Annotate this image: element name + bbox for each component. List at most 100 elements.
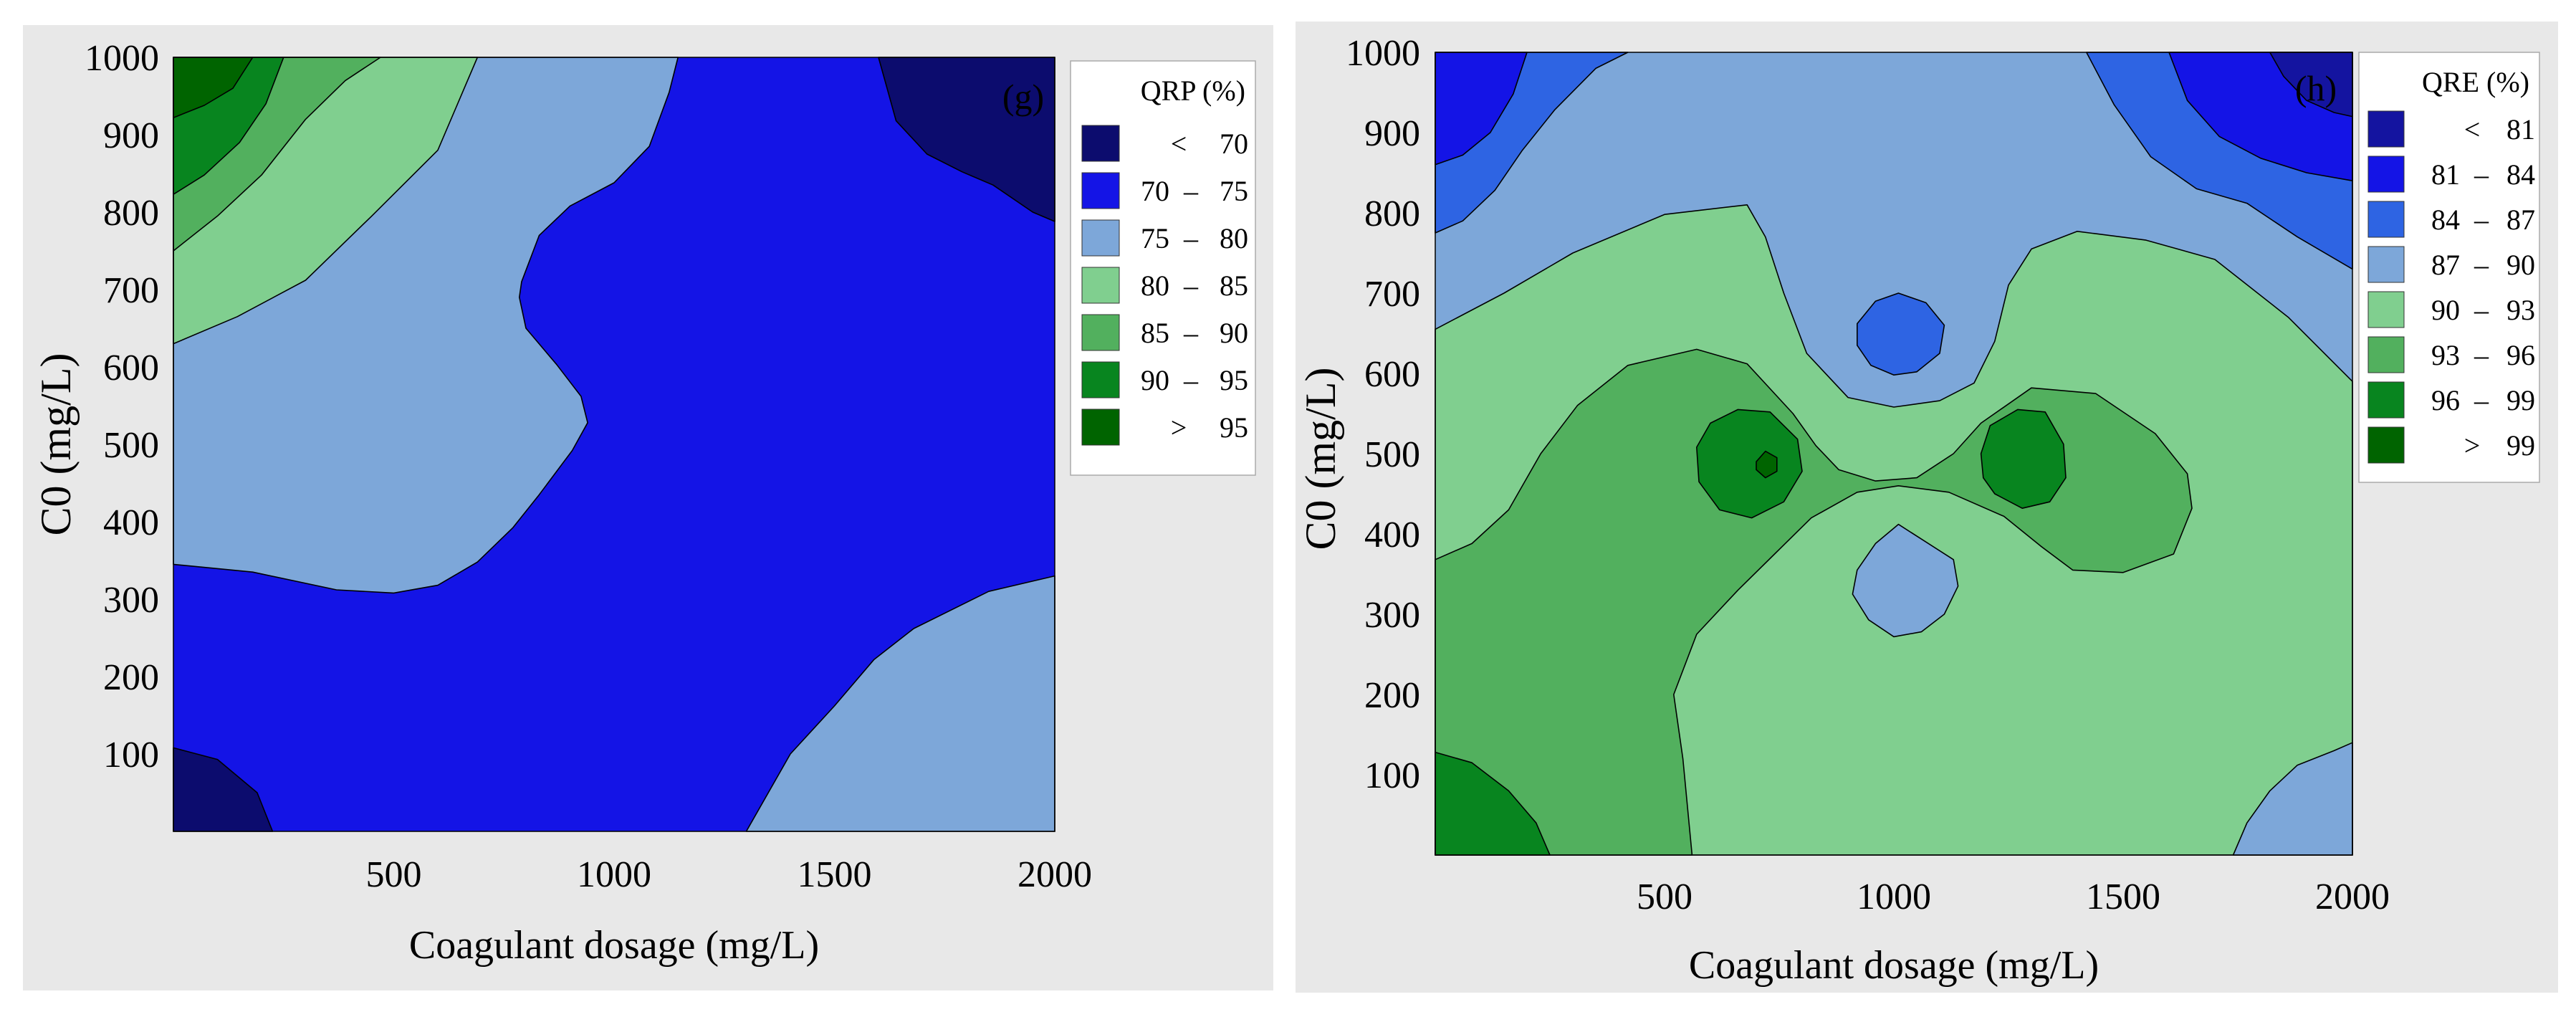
contour-region-h-6 [1756,450,1778,479]
legend-dash-4: – [1183,317,1199,349]
y-tick-label-800: 800 [1364,194,1420,234]
y-tick-label-800: 800 [103,193,159,234]
legend-low-5: 90 [1141,364,1169,396]
y-tick-label-600: 600 [103,348,159,388]
legend-swatch-2 [2367,201,2405,238]
legend-low-2: 75 [1141,222,1169,254]
y-tick-label-1000: 1000 [1346,33,1420,74]
legend-high-3: 90 [2506,249,2535,281]
panel-h-x-ticks: 500 1000 1500 2000 [1637,877,2390,917]
panel-h-label: (h) [2295,68,2337,108]
y-tick-label-500: 500 [103,425,159,466]
legend-swatch-5 [1081,361,1120,398]
legend-high-4: 90 [1220,317,1248,349]
legend-dash-5: – [1183,364,1199,396]
panel-h-contour-regions [1435,52,2353,856]
legend-dash-2: – [2474,204,2489,236]
legend-symbol-6: > [1171,411,1187,444]
legend-dash-1: – [2474,158,2489,191]
panel-h-legend: QRE (%) <8181–8484–8787–9090–9393–9696–9… [2358,52,2540,483]
contour-region-h-4 [1857,292,1945,376]
legend-swatch-4 [1081,314,1120,351]
panel-g-x-axis-label: Coagulant dosage (mg/L) [409,923,819,968]
legend-high-1: 75 [1220,175,1248,207]
legend-high-7: 99 [2506,429,2535,462]
y-tick-label-700: 700 [1364,274,1420,315]
x-tick-label-1000: 1000 [577,854,651,895]
legend-dash-5: – [2474,339,2489,371]
legend-symbol-0: < [2464,113,2481,145]
y-tick-label-100: 100 [1364,755,1420,796]
y-tick-label-200: 200 [103,657,159,698]
legend-high-1: 84 [2506,158,2535,191]
y-tick-label-100: 100 [103,735,159,775]
x-tick-label-2000: 2000 [2315,877,2390,917]
legend-high-5: 95 [1220,364,1248,396]
panel-h-legend-title: QRE (%) [2422,66,2529,98]
legend-swatch-1 [2367,156,2405,193]
legend-low-1: 70 [1141,175,1169,207]
legend-swatch-1 [1081,172,1120,209]
panel-g-contour-regions [173,57,1055,832]
legend-swatch-3 [2367,246,2405,283]
legend-high-5: 96 [2506,339,2535,371]
legend-swatch-6 [2367,381,2405,419]
x-tick-label-1500: 1500 [798,854,872,895]
panel-h-plot-frame [1435,52,2353,856]
x-tick-label-2000: 2000 [1018,854,1092,895]
legend-low-4: 85 [1141,317,1169,349]
x-tick-label-500: 500 [366,854,422,895]
y-tick-label-400: 400 [1364,515,1420,555]
y-tick-label-300: 300 [1364,595,1420,636]
legend-high-6: 95 [1220,411,1248,444]
legend-dash-3: – [1183,269,1199,302]
legend-high-0: 70 [1220,128,1248,160]
y-tick-label-1000: 1000 [85,38,159,79]
panel-h-x-axis-label: Coagulant dosage (mg/L) [1689,943,2099,988]
legend-swatch-5 [2367,336,2405,373]
legend-high-2: 87 [2506,204,2535,236]
legend-low-3: 87 [2431,249,2460,281]
panel-g-label: (g) [1002,77,1044,117]
panel-g: (g) 500 1000 1500 2000 100 200 300 400 500 600 70… [23,25,1273,990]
legend-swatch-0 [2367,110,2405,148]
contour-region-h-5 [1696,409,1803,519]
legend-swatch-7 [2367,426,2405,464]
legend-dash-2: – [1183,222,1199,254]
legend-dash-1: – [1183,175,1199,207]
legend-low-3: 80 [1141,269,1169,302]
legend-low-4: 90 [2431,294,2460,326]
legend-dash-3: – [2474,249,2489,281]
legend-low-2: 84 [2431,204,2460,236]
y-tick-label-900: 900 [103,115,159,156]
legend-high-0: 81 [2506,113,2535,145]
legend-symbol-0: < [1171,128,1187,160]
y-tick-label-600: 600 [1364,354,1420,395]
legend-dash-6: – [2474,384,2489,416]
legend-swatch-0 [1081,125,1120,162]
panel-g-y-axis-label: C0 (mg/L) [32,353,80,536]
panel-h: (h) 500 1000 1500 2000 100 200 300 400 500 600 70… [1296,22,2558,993]
legend-high-3: 85 [1220,269,1248,302]
legend-swatch-2 [1081,219,1120,257]
x-tick-label-1000: 1000 [1857,877,1931,917]
x-tick-label-1500: 1500 [2086,877,2160,917]
legend-swatch-3 [1081,267,1120,304]
panel-g-legend-title: QRP (%) [1141,75,1245,107]
contour-region-h-3 [1852,523,1959,638]
legend-low-5: 93 [2431,339,2460,371]
legend-low-6: 96 [2431,384,2460,416]
panel-h-y-axis-label: C0 (mg/L) [1297,368,1344,550]
panel-g-x-ticks: 500 1000 1500 2000 [366,854,1093,895]
legend-swatch-4 [2367,291,2405,328]
panel-g-plot-frame [173,57,1055,832]
legend-low-1: 81 [2431,158,2460,191]
legend-swatch-6 [1081,409,1120,446]
legend-dash-4: – [2474,294,2489,326]
y-tick-label-200: 200 [1364,675,1420,716]
legend-high-6: 99 [2506,384,2535,416]
